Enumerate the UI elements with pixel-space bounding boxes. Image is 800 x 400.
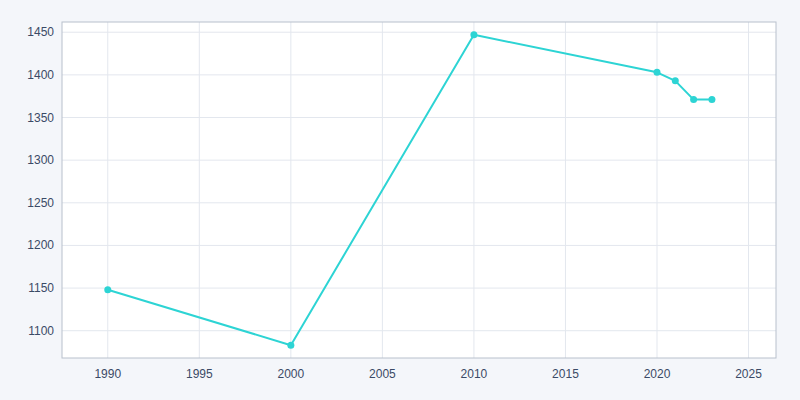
y-tick-label: 1350: [27, 111, 54, 125]
plot-background: [62, 22, 776, 358]
x-grid-line: [290, 22, 291, 358]
data-line: [108, 35, 712, 345]
x-grid-line: [199, 22, 200, 358]
data-point: [470, 31, 477, 38]
y-tick-label: 1250: [27, 196, 54, 210]
x-grid-line: [473, 22, 474, 358]
x-tick-label: 2005: [369, 367, 396, 381]
x-tick-label: 2010: [461, 367, 488, 381]
x-tick-label: 2025: [735, 367, 762, 381]
y-grid-line: [62, 160, 776, 161]
y-grid-line: [62, 202, 776, 203]
x-grid-line: [565, 22, 566, 358]
x-grid-line: [107, 22, 108, 358]
y-tick-label: 1400: [27, 68, 54, 82]
y-grid-line: [62, 32, 776, 33]
y-grid-line: [62, 117, 776, 118]
data-point: [708, 96, 715, 103]
y-tick-label: 1100: [28, 324, 54, 338]
data-point: [104, 286, 111, 293]
grid: [62, 22, 776, 358]
data-layer: [104, 31, 715, 348]
x-tick-label: 2020: [644, 367, 671, 381]
y-tick-label: 1450: [27, 25, 54, 39]
x-tick-label: 2000: [277, 367, 304, 381]
y-grid-line: [62, 288, 776, 289]
plot-frame: [62, 22, 776, 358]
chart-container: 1990 1995 2000 2005 2010 2015 2020 2025 1100 1150…: [0, 0, 800, 400]
y-tick-label: 1150: [28, 281, 54, 295]
y-grid-line: [62, 330, 776, 331]
y-grid-line: [62, 74, 776, 75]
data-point: [287, 342, 294, 349]
chart-svg: 1990 1995 2000 2005 2010 2015 2020 2025 1100 1150…: [0, 0, 800, 400]
data-point: [690, 96, 697, 103]
y-grid-line: [62, 245, 776, 246]
data-point: [672, 77, 679, 84]
x-grid-line: [748, 22, 749, 358]
x-tick-label: 1990: [94, 367, 121, 381]
tick-labels: 1990 1995 2000 2005 2010 2015 2020 2025 1100 1150…: [27, 25, 762, 381]
y-tick-label: 1200: [27, 238, 54, 252]
page: {"chart_data": {"type": "line", "x": [19…: [0, 0, 800, 400]
y-tick-label: 1300: [27, 153, 54, 167]
x-tick-label: 1995: [186, 367, 213, 381]
x-tick-label: 2015: [552, 367, 579, 381]
data-point: [654, 69, 661, 76]
